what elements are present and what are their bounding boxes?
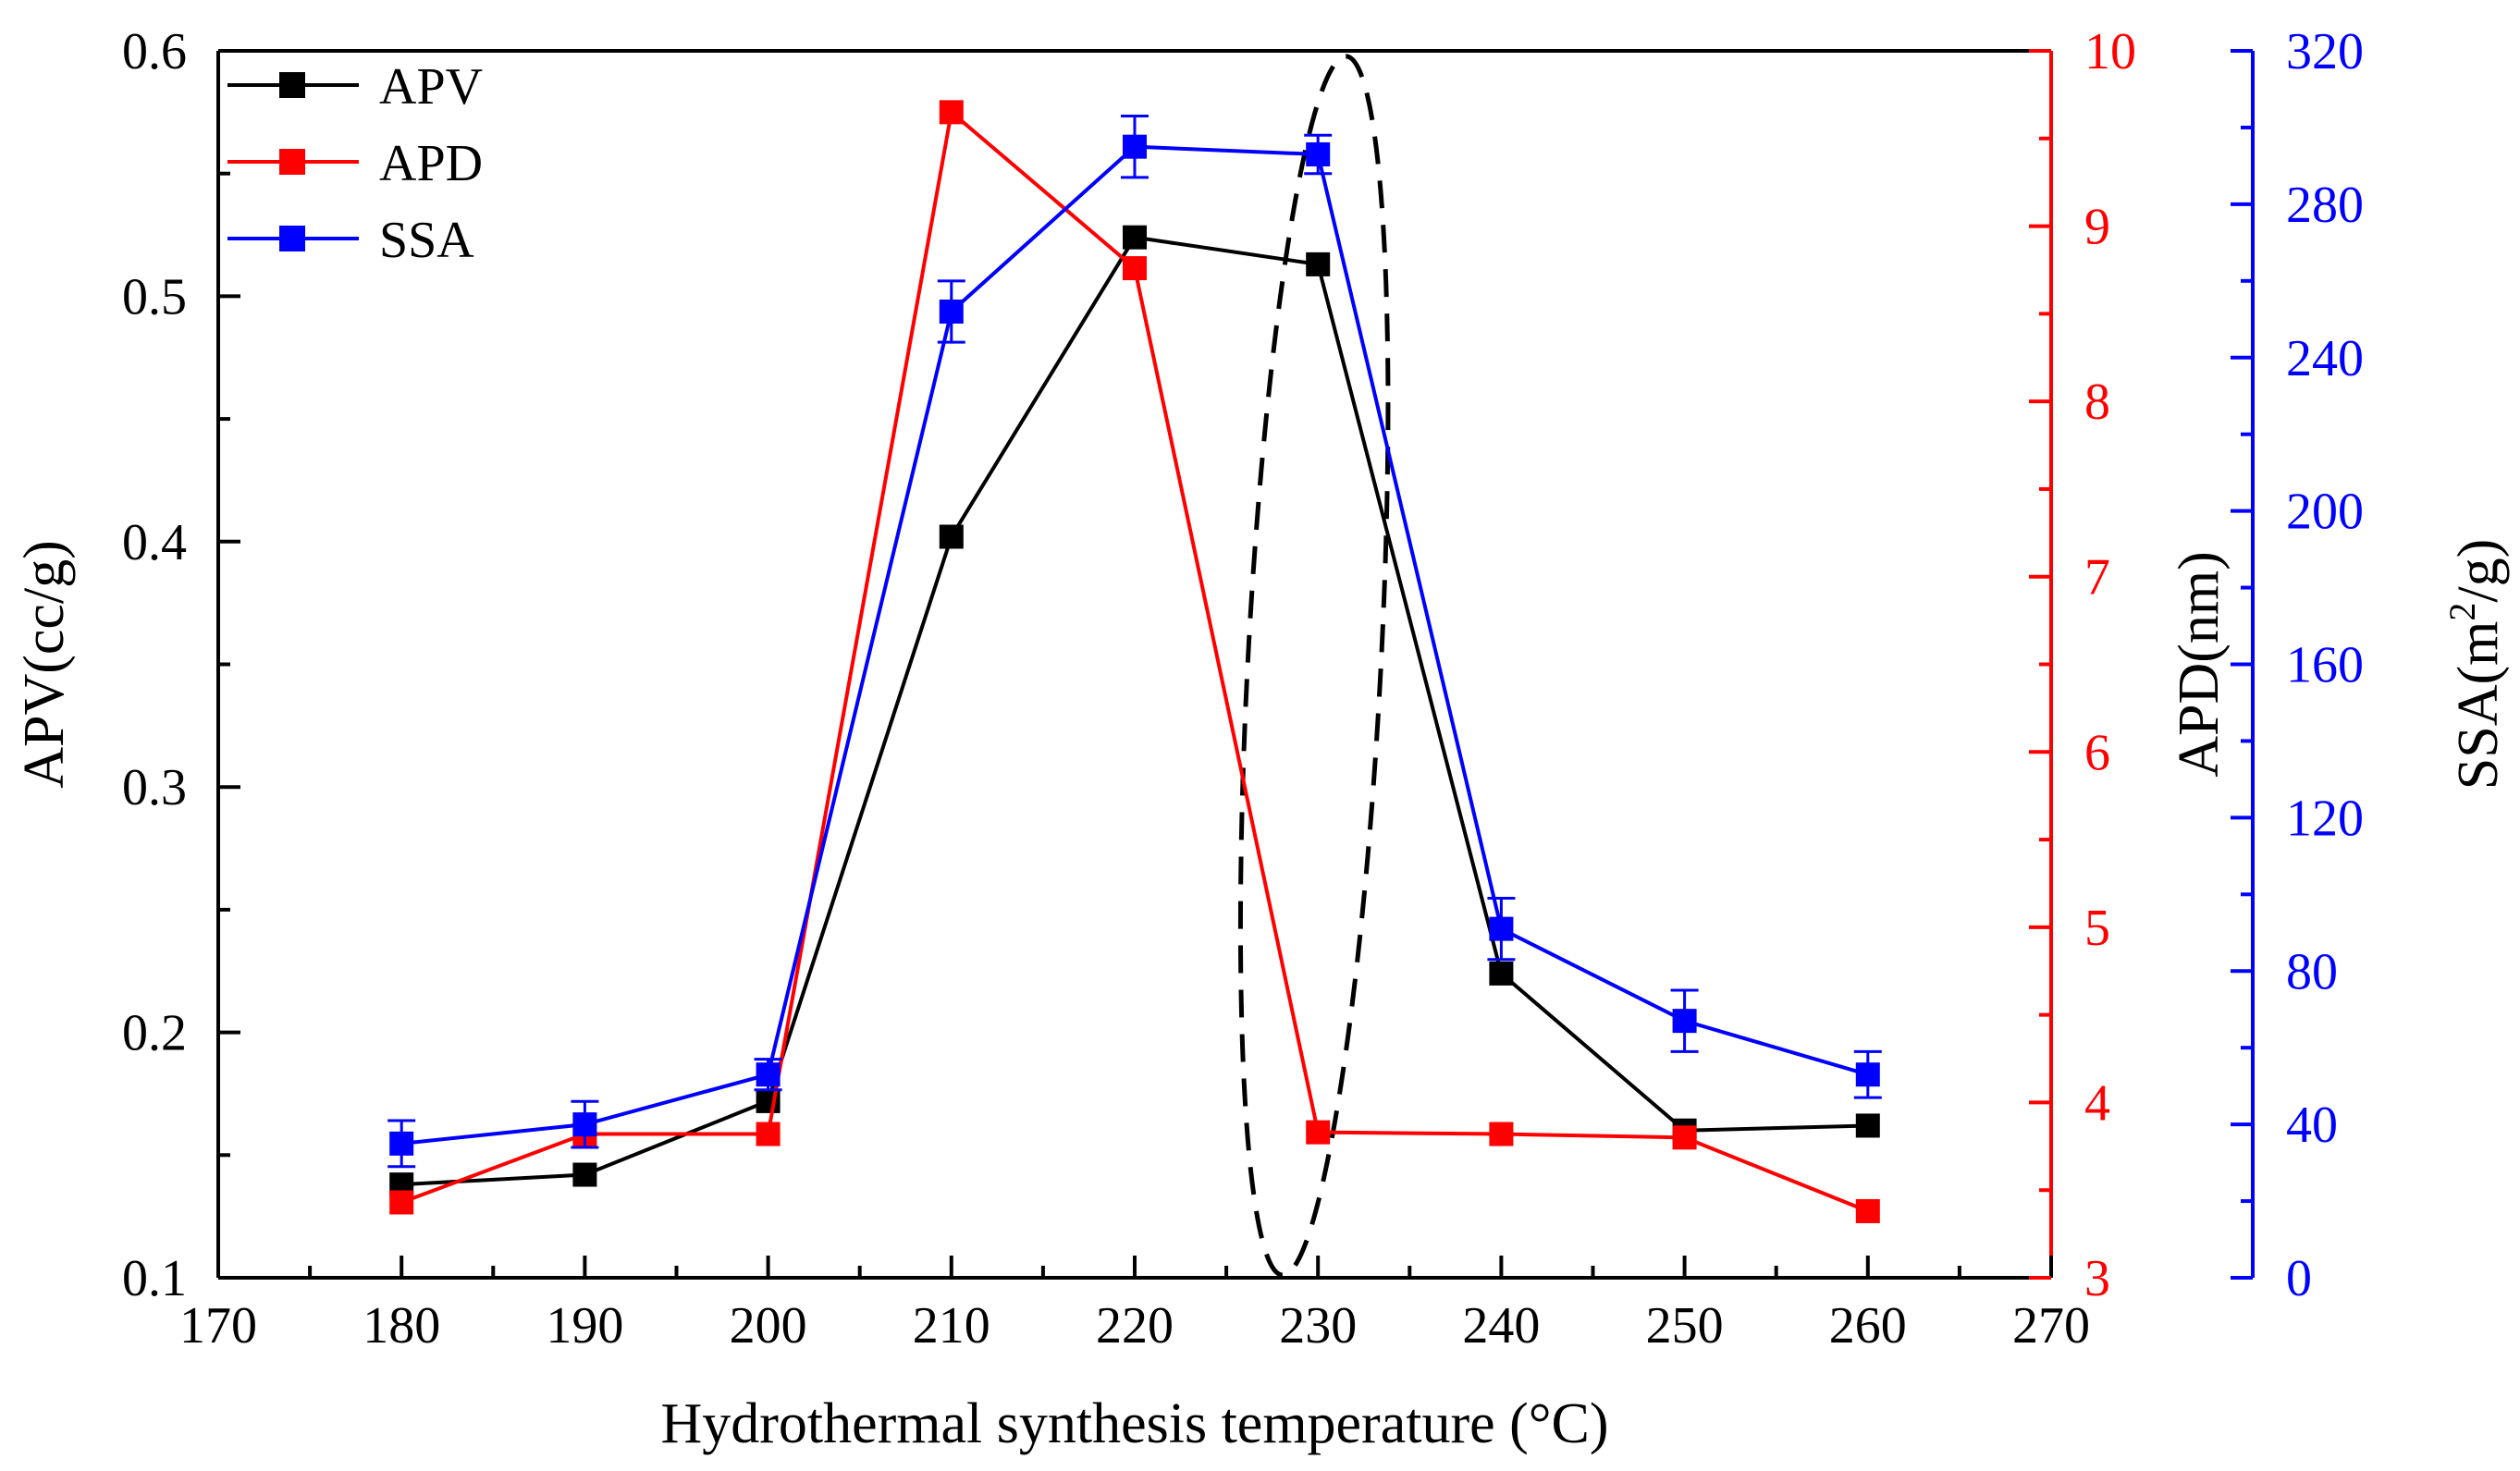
data-point-ssa <box>1672 1009 1697 1034</box>
ssa-tick-label: 240 <box>2286 330 2364 387</box>
ssa-axis-title-main: SSA(m <box>2447 621 2510 791</box>
apd-tick-label: 5 <box>2084 900 2110 957</box>
ssa-tick-label: 160 <box>2286 637 2364 694</box>
ssa-tick-label: 280 <box>2286 177 2364 234</box>
legend: APV APD SSA <box>227 58 483 269</box>
ssa-axis-title: SSA(m2/g) <box>2441 539 2510 790</box>
ssa-axis-title-superscript: 2 <box>2441 603 2483 621</box>
ssa-tick-label: 200 <box>2286 484 2364 541</box>
apd-tick-label: 7 <box>2084 549 2110 607</box>
apd-axis-title: APD(nm) <box>2168 551 2231 778</box>
series-line-apv <box>401 235 1868 1187</box>
data-point-apd <box>939 100 964 125</box>
data-point-apd <box>1489 1122 1514 1146</box>
apv-tick-label: 0.6 <box>122 23 187 80</box>
data-point-ssa <box>389 1131 414 1156</box>
data-point-ssa <box>939 299 964 324</box>
data-point-apv <box>1855 1113 1880 1138</box>
apv-tick-label: 0.4 <box>122 514 187 571</box>
axes-layer: 170 180 190 200 210 220 230 240 250 260 270 0.1 0.2 0… <box>122 23 2364 1355</box>
x-tick-label: 250 <box>1646 1297 1724 1355</box>
legend-marker-ssa <box>279 226 305 251</box>
data-point-apv <box>1306 251 1331 276</box>
data-point-apv <box>1123 225 1147 250</box>
data-point-apd <box>1855 1198 1880 1223</box>
data-point-ssa <box>1855 1062 1880 1087</box>
x-tick-label: 180 <box>363 1297 440 1355</box>
apv-tick-label: 0.1 <box>122 1250 187 1307</box>
ssa-tick-label: 0 <box>2286 1250 2312 1307</box>
legend-label-apv: APV <box>379 58 483 116</box>
x-tick-label: 200 <box>730 1297 807 1355</box>
ssa-tick-label: 320 <box>2286 23 2364 80</box>
x-tick-label: 190 <box>546 1297 623 1355</box>
dashed-ellipse-annotation <box>1237 54 1391 1278</box>
data-point-ssa <box>756 1062 781 1087</box>
ssa-tick-label: 80 <box>2286 943 2338 1000</box>
x-tick-label: 240 <box>1462 1297 1540 1355</box>
data-point-apd <box>1672 1125 1697 1150</box>
legend-marker-apv <box>279 72 305 98</box>
series-layer <box>387 100 1882 1223</box>
apd-tick-label: 6 <box>2084 724 2110 781</box>
data-point-apd <box>1123 256 1147 281</box>
annotation-layer <box>1237 54 1391 1278</box>
apv-tick-label: 0.3 <box>122 759 187 816</box>
ssa-tick-label: 40 <box>2286 1097 2338 1154</box>
x-tick-label: 230 <box>1279 1297 1357 1355</box>
x-tick-label: 270 <box>2012 1297 2090 1355</box>
legend-label-ssa: SSA <box>379 212 474 269</box>
ssa-axis-title-tail: /g) <box>2447 539 2510 603</box>
data-point-apv <box>1489 961 1514 986</box>
axis-labels: Hydrothermal synthesis temperature (°C) A… <box>13 539 2510 1455</box>
apv-tick-label: 0.2 <box>122 1005 187 1062</box>
data-point-ssa <box>572 1112 597 1137</box>
apv-tick-label: 0.5 <box>122 268 187 325</box>
x-tick-label: 260 <box>1829 1297 1907 1355</box>
apd-tick-label: 9 <box>2084 199 2110 256</box>
apv-axis-title: APV(cc/g) <box>13 540 76 789</box>
legend-marker-apd <box>279 149 305 175</box>
legend-label-apd: APD <box>379 135 483 192</box>
data-point-apv <box>572 1162 597 1187</box>
data-point-apd <box>756 1122 781 1146</box>
x-tick-label: 220 <box>1096 1297 1174 1355</box>
apd-tick-label: 4 <box>2084 1074 2110 1132</box>
data-point-apd <box>389 1190 414 1215</box>
data-point-apd <box>1306 1120 1331 1145</box>
data-point-ssa <box>1306 141 1331 166</box>
data-point-ssa <box>1123 134 1147 159</box>
data-point-ssa <box>1489 916 1514 941</box>
data-point-apv <box>939 524 964 549</box>
series-line-ssa <box>400 144 1869 1146</box>
apd-tick-label: 10 <box>2084 23 2136 80</box>
apd-tick-label: 3 <box>2084 1250 2110 1307</box>
x-axis-title: Hydrothermal synthesis temperature (°C) <box>660 1392 1608 1455</box>
ssa-tick-label: 120 <box>2286 790 2364 847</box>
apd-tick-label: 8 <box>2084 374 2110 431</box>
x-tick-label: 210 <box>913 1297 990 1355</box>
x-tick-label: 170 <box>179 1297 257 1355</box>
